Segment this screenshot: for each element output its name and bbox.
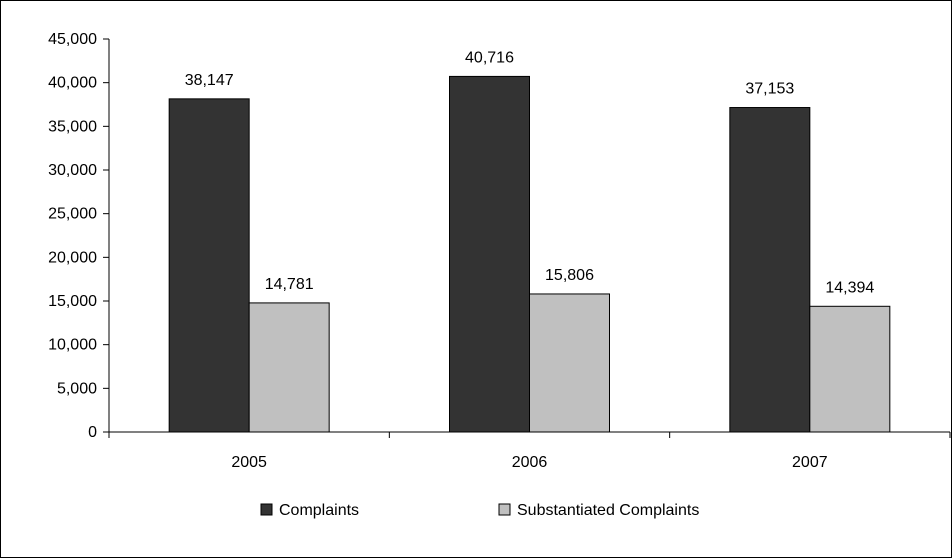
y-tick-label: 35,000 [48,118,97,135]
data-labels: 38,147 14,781 40,716 15,806 37,153 14,394 [185,49,875,296]
data-label: 14,781 [265,276,314,293]
y-tick-label: 30,000 [48,162,97,179]
y-tick-label: 45,000 [48,31,97,48]
bar-complaints-2005 [168,98,250,433]
bar-substantiated-complaints-2006 [529,293,610,433]
data-label: 40,716 [465,49,514,66]
bars [168,75,891,433]
bar-substantiated-complaints-2007 [809,305,891,433]
legend: Complaints Substantiated Complaints [260,502,699,519]
x-tick-label: 2005 [231,454,267,471]
x-tick-label: 2007 [792,454,828,471]
y-tick-label: 40,000 [48,75,97,92]
y-tick-label: 25,000 [48,206,97,223]
bar-complaints-2007 [729,107,811,433]
y-tick-label: 20,000 [48,249,97,266]
legend-swatch [260,503,273,516]
x-tick-label: 2006 [512,454,548,471]
y-tick-label: 10,000 [48,337,97,354]
legend-label: Complaints [279,502,359,519]
data-label: 14,394 [825,279,874,296]
data-label: 38,147 [185,72,234,89]
data-label: 37,153 [745,81,794,98]
legend-label: Substantiated Complaints [517,502,699,519]
data-label: 15,806 [545,267,594,284]
category-labels: 2005 2006 2007 [231,454,827,471]
y-tick-label: 0 [88,424,97,441]
bar-substantiated-complaints-2005 [248,302,330,433]
y-tick-label: 15,000 [48,293,97,310]
bar-complaints-2006 [449,75,530,433]
legend-swatch [498,503,511,516]
y-tick-label: 5,000 [57,380,97,397]
axes: 0 5,000 10,000 15,000 20,000 25,000 30,000 35,0… [48,31,951,441]
